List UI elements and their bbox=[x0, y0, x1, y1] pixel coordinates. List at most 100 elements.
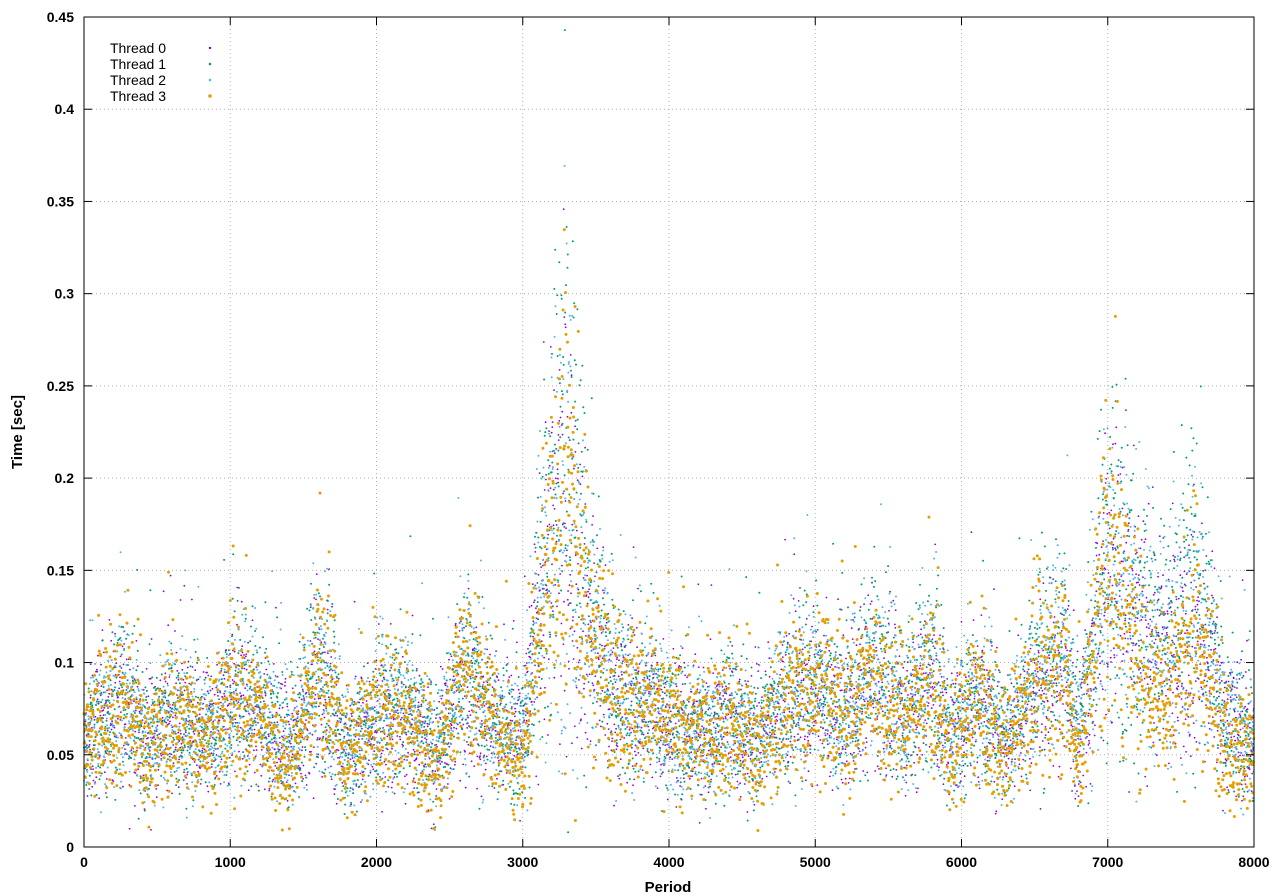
data-point bbox=[222, 715, 225, 718]
data-point bbox=[532, 635, 534, 638]
data-point bbox=[1200, 686, 1203, 689]
data-point bbox=[486, 648, 488, 651]
data-point bbox=[197, 678, 200, 681]
data-point bbox=[1160, 661, 1162, 664]
data-point bbox=[223, 695, 226, 697]
data-point bbox=[151, 682, 153, 685]
data-point bbox=[872, 702, 874, 705]
data-point bbox=[1249, 726, 1251, 729]
data-point bbox=[253, 749, 255, 752]
data-point bbox=[1235, 716, 1237, 719]
data-point bbox=[768, 657, 771, 660]
data-point bbox=[376, 686, 378, 689]
data-point bbox=[253, 732, 256, 735]
data-point bbox=[994, 812, 997, 815]
data-point bbox=[788, 710, 791, 713]
data-point bbox=[149, 589, 152, 592]
data-point bbox=[984, 701, 987, 703]
data-point bbox=[252, 668, 255, 671]
data-point bbox=[256, 686, 259, 688]
data-point bbox=[255, 783, 258, 786]
data-point bbox=[1143, 677, 1146, 680]
data-point bbox=[768, 675, 771, 678]
data-point bbox=[571, 619, 574, 622]
data-point bbox=[569, 573, 571, 576]
data-point bbox=[331, 603, 334, 605]
data-point bbox=[1141, 590, 1144, 593]
data-point bbox=[1162, 727, 1165, 730]
data-point bbox=[1225, 708, 1228, 711]
data-point bbox=[312, 631, 315, 634]
data-point bbox=[1202, 639, 1205, 642]
data-point bbox=[211, 703, 214, 706]
data-point bbox=[182, 678, 185, 681]
data-point bbox=[1165, 631, 1168, 634]
data-point bbox=[561, 564, 563, 567]
data-point bbox=[801, 648, 804, 651]
data-point bbox=[316, 737, 319, 739]
data-point bbox=[591, 524, 593, 526]
data-point bbox=[88, 774, 91, 777]
data-point bbox=[353, 600, 356, 603]
data-point bbox=[161, 698, 164, 701]
data-point bbox=[905, 764, 908, 767]
data-point bbox=[1245, 687, 1247, 689]
data-point bbox=[232, 701, 235, 703]
data-point bbox=[476, 787, 478, 790]
data-point bbox=[862, 691, 865, 694]
data-point bbox=[676, 777, 678, 779]
data-point bbox=[1152, 741, 1155, 744]
data-point bbox=[1013, 785, 1016, 788]
data-point bbox=[720, 746, 722, 749]
data-point bbox=[1149, 678, 1152, 681]
data-point bbox=[447, 712, 450, 715]
data-point bbox=[493, 787, 496, 789]
data-point bbox=[994, 731, 996, 734]
data-point bbox=[176, 670, 179, 672]
data-point bbox=[1128, 791, 1130, 793]
data-point bbox=[758, 701, 760, 704]
data-point bbox=[804, 664, 807, 666]
data-point bbox=[122, 709, 125, 712]
data-point bbox=[322, 637, 324, 640]
data-point bbox=[551, 563, 553, 566]
data-point bbox=[1230, 688, 1233, 691]
data-point bbox=[817, 735, 820, 738]
data-point bbox=[564, 323, 567, 326]
data-point bbox=[404, 775, 406, 778]
data-point bbox=[1044, 734, 1047, 736]
data-point bbox=[389, 623, 392, 625]
data-point bbox=[528, 723, 530, 726]
data-point bbox=[183, 768, 186, 771]
data-point bbox=[547, 658, 550, 661]
data-point bbox=[1126, 535, 1128, 537]
data-point bbox=[253, 771, 256, 774]
data-point bbox=[122, 744, 125, 747]
data-point bbox=[319, 737, 321, 740]
data-point bbox=[239, 638, 242, 641]
data-point bbox=[232, 735, 235, 738]
data-point bbox=[489, 745, 492, 747]
data-point bbox=[491, 694, 493, 696]
data-point bbox=[550, 431, 553, 434]
data-point bbox=[1175, 598, 1178, 601]
data-point bbox=[929, 672, 931, 674]
data-point bbox=[1146, 601, 1149, 603]
data-point bbox=[1065, 647, 1067, 649]
data-point bbox=[232, 682, 235, 685]
data-point bbox=[91, 674, 94, 677]
data-point bbox=[1042, 649, 1044, 652]
data-point bbox=[206, 671, 209, 674]
data-point bbox=[833, 723, 836, 726]
data-point bbox=[314, 693, 317, 696]
data-point bbox=[806, 663, 808, 666]
data-point bbox=[1227, 680, 1230, 683]
data-point bbox=[1125, 541, 1128, 544]
data-point bbox=[533, 599, 536, 602]
data-point bbox=[356, 779, 359, 782]
data-point bbox=[1144, 619, 1147, 621]
data-point bbox=[746, 811, 749, 813]
data-point bbox=[1207, 722, 1210, 724]
data-point bbox=[705, 807, 707, 810]
data-point bbox=[351, 715, 353, 717]
